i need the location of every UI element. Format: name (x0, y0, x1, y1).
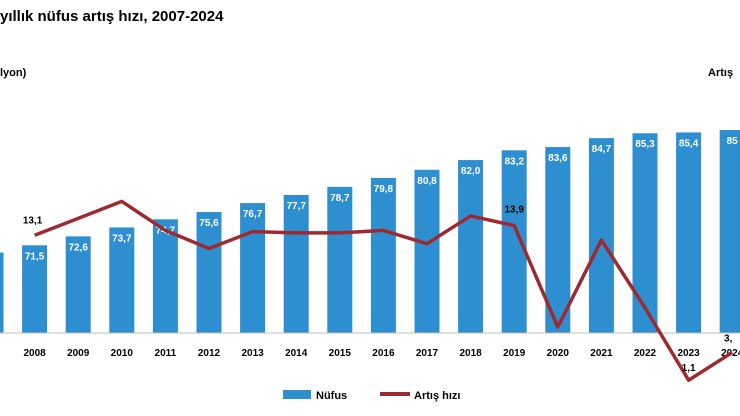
rate-value-label: 3, (724, 333, 733, 344)
year-label-2011: 2011 (155, 348, 177, 359)
rate-line-group (33, 199, 734, 382)
legend-bar-swatch (283, 390, 311, 399)
year-label-2023: 2023 (677, 348, 700, 359)
bar-value-label: 78,7 (330, 193, 350, 204)
bar-value-label: 83,2 (504, 156, 524, 167)
year-label-2012: 2012 (198, 348, 221, 359)
rate-value-label: 13,1 (23, 215, 43, 226)
rate-line (33, 199, 734, 382)
bar-2013 (240, 203, 266, 333)
year-label-2010: 2010 (111, 348, 134, 359)
bar-2021 (588, 138, 614, 333)
right-axis-label: Artış (708, 67, 734, 79)
bar-2024 (719, 130, 740, 333)
bar-value-label: 77,7 (286, 201, 306, 212)
bar-2010 (109, 227, 135, 333)
legend-bar-label: Nüfus (316, 390, 347, 402)
bar-first (0, 252, 4, 333)
year-label-2022: 2022 (634, 348, 657, 359)
bars-group (0, 130, 740, 333)
bar-value-label: 85,4 (679, 138, 699, 149)
bar-value-label: 85 (727, 136, 739, 147)
bar-2011 (152, 219, 178, 333)
legend-line-label: Artış hızı (414, 390, 460, 402)
bar-2012 (196, 212, 222, 333)
bar-2016 (370, 177, 396, 333)
left-axis-label: lyon) (0, 67, 27, 79)
bar-value-label: 76,7 (243, 209, 263, 220)
year-label-2018: 2018 (459, 348, 482, 359)
year-label-2008: 2008 (23, 348, 46, 359)
bar-value-label: 83,6 (548, 153, 568, 164)
year-label-2015: 2015 (329, 348, 352, 359)
year-label-2021: 2021 (590, 348, 613, 359)
year-label-2020: 2020 (547, 348, 570, 359)
bar-value-label: 85,3 (635, 139, 655, 150)
legend: Nüfus Artış hızı (283, 390, 460, 402)
bar-2020 (545, 147, 571, 333)
bar-2018 (458, 160, 484, 333)
bar-value-label: 82,0 (461, 166, 481, 177)
rate-value-label: 1,1 (682, 363, 696, 374)
chart-title: yıllık nüfus artış hızı, 2007-2024 (0, 8, 224, 25)
year-label-2019: 2019 (503, 348, 526, 359)
bar-value-label: 80,8 (417, 176, 437, 187)
bar-value-label: 71,5 (25, 251, 45, 262)
bar-2023 (676, 132, 702, 333)
bar-value-label: 72,6 (68, 242, 88, 253)
bar-2015 (327, 186, 353, 333)
bar-value-label: 79,8 (374, 184, 394, 195)
rate-labels-group: 13,1 13,9 1,1 3, (23, 205, 733, 375)
year-label-2009: 2009 (67, 348, 90, 359)
bar-2008 (22, 245, 48, 333)
bar-2009 (65, 236, 91, 333)
year-label-2014: 2014 (285, 348, 308, 359)
year-label-2017: 2017 (416, 348, 439, 359)
year-label-2016: 2016 (372, 348, 395, 359)
bar-2017 (414, 169, 440, 333)
bar-value-label: 75,6 (199, 218, 219, 229)
bar-2014 (283, 194, 309, 333)
year-labels-group: 2008 2009 2010 2011 2012 2013 2014 2015 2016 2017… (23, 348, 740, 359)
bar-value-label: 84,7 (592, 144, 612, 155)
bar-value-label: 73,7 (112, 233, 132, 244)
year-label-2013: 2013 (241, 348, 264, 359)
bar-2022 (632, 133, 658, 333)
rate-value-label: 13,9 (504, 205, 524, 216)
